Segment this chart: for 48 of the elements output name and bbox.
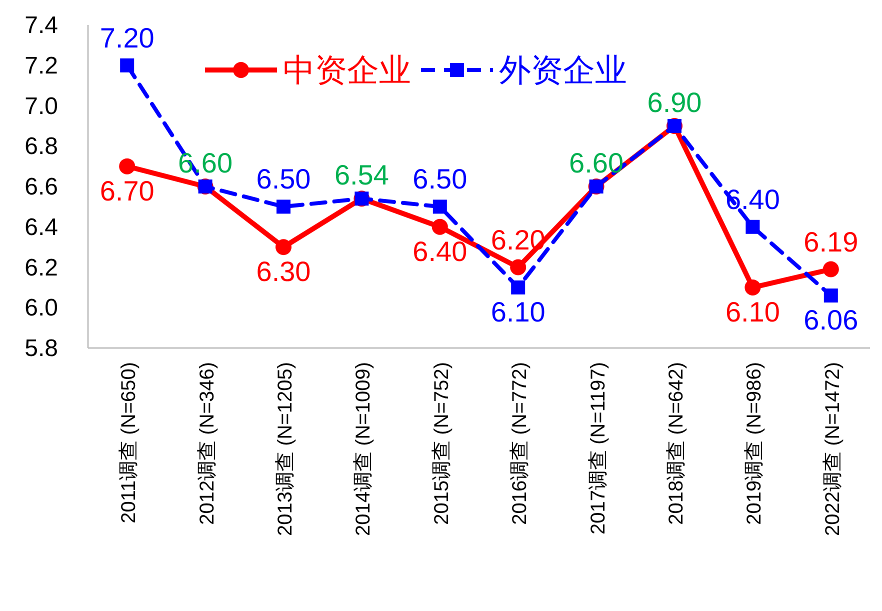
legend-label: 中资企业 bbox=[283, 52, 411, 88]
point bbox=[276, 200, 290, 214]
y-tick-label: 7.0 bbox=[24, 92, 58, 120]
point bbox=[822, 261, 839, 278]
x-tick-label: 2012调查 (N=346) bbox=[196, 362, 218, 525]
data-label: 7.20 bbox=[100, 22, 154, 54]
x-tick-label: 2017调查 (N=1197) bbox=[587, 362, 610, 534]
point bbox=[120, 58, 134, 72]
point bbox=[510, 259, 526, 276]
annotation: 6.90 bbox=[647, 86, 702, 118]
x-tick-label: 2019调查 (N=986) bbox=[744, 362, 766, 525]
y-tick-label: 6.6 bbox=[24, 174, 58, 200]
point bbox=[744, 279, 761, 296]
y-tick-label: 6.4 bbox=[24, 214, 58, 241]
x-tick-label: 2014调查 (N=1009) bbox=[352, 362, 375, 536]
y-tick-label: 6.8 bbox=[24, 133, 58, 160]
data-label: 6.30 bbox=[256, 256, 311, 288]
x-tick-label: 2018调查 (N=642) bbox=[666, 362, 688, 525]
x-tick-label: 2013调查 (N=1205) bbox=[274, 362, 296, 536]
x-tick-label: 2015调查 (N=752) bbox=[430, 362, 453, 525]
x-tick-label: 2022调查 (N=1472) bbox=[822, 362, 844, 536]
y-tick-label: 6.2 bbox=[24, 254, 58, 282]
legend-label: 外资企业 bbox=[499, 52, 627, 88]
y-tick-label: 7.4 bbox=[24, 12, 58, 39]
point bbox=[824, 288, 838, 303]
data-label: 6.40 bbox=[725, 184, 780, 215]
annotation: 6.60 bbox=[569, 148, 624, 178]
data-label: 6.50 bbox=[256, 164, 311, 195]
point bbox=[432, 218, 448, 235]
point bbox=[511, 280, 526, 294]
data-label: 6.50 bbox=[412, 164, 468, 195]
x-tick-label: 2016调查 (N=772) bbox=[509, 362, 532, 525]
data-label: 6.70 bbox=[100, 175, 154, 206]
point bbox=[746, 220, 760, 234]
point bbox=[276, 239, 292, 256]
point bbox=[119, 158, 136, 174]
point bbox=[432, 200, 447, 214]
annotation: 6.60 bbox=[178, 148, 233, 178]
data-label: 6.06 bbox=[804, 304, 858, 336]
x-tick-label: 2011调查 (N=650) bbox=[118, 362, 140, 524]
y-tick-label: 6.0 bbox=[24, 294, 58, 322]
y-tick-label: 7.2 bbox=[24, 52, 58, 80]
data-label: 6.10 bbox=[490, 296, 546, 328]
y-tick-label: 5.8 bbox=[24, 335, 58, 362]
data-label: 6.10 bbox=[725, 296, 780, 328]
data-label: 6.40 bbox=[412, 236, 468, 267]
data-label: 6.19 bbox=[804, 226, 858, 258]
annotation: 6.54 bbox=[334, 160, 389, 191]
